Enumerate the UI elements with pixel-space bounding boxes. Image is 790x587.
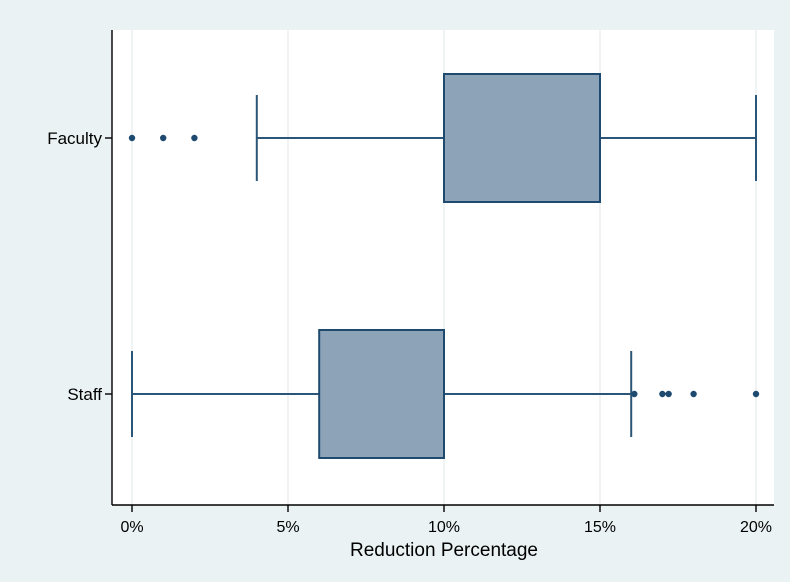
outlier-point-3 bbox=[690, 390, 697, 398]
iqr-box bbox=[443, 73, 601, 203]
x-tick-label: 10% bbox=[428, 519, 460, 536]
box-faculty bbox=[128, 73, 757, 203]
box-staff bbox=[131, 329, 760, 459]
x-tick-label: 0% bbox=[120, 519, 143, 536]
axes: 0% 5% 10% 15% 20% Faculty Staff bbox=[47, 30, 774, 536]
x-axis-title: Reduction Percentage bbox=[350, 540, 538, 561]
boxes bbox=[128, 73, 760, 459]
outlier-point-0 bbox=[128, 134, 136, 142]
iqr-box bbox=[318, 329, 446, 459]
outlier-point-2 bbox=[191, 134, 198, 142]
outlier-point-1 bbox=[659, 390, 666, 398]
outlier-point-1 bbox=[159, 134, 167, 142]
outlier-point-2 bbox=[665, 390, 672, 398]
y-tick-label: Staff bbox=[67, 385, 102, 404]
x-tick-label: 15% bbox=[584, 519, 616, 536]
y-tick-label: Faculty bbox=[47, 129, 102, 148]
outlier-point-4 bbox=[752, 390, 760, 398]
x-tick-label: 5% bbox=[276, 519, 299, 536]
outlier-point-0 bbox=[631, 390, 638, 398]
x-tick-label: 20% bbox=[740, 519, 772, 536]
